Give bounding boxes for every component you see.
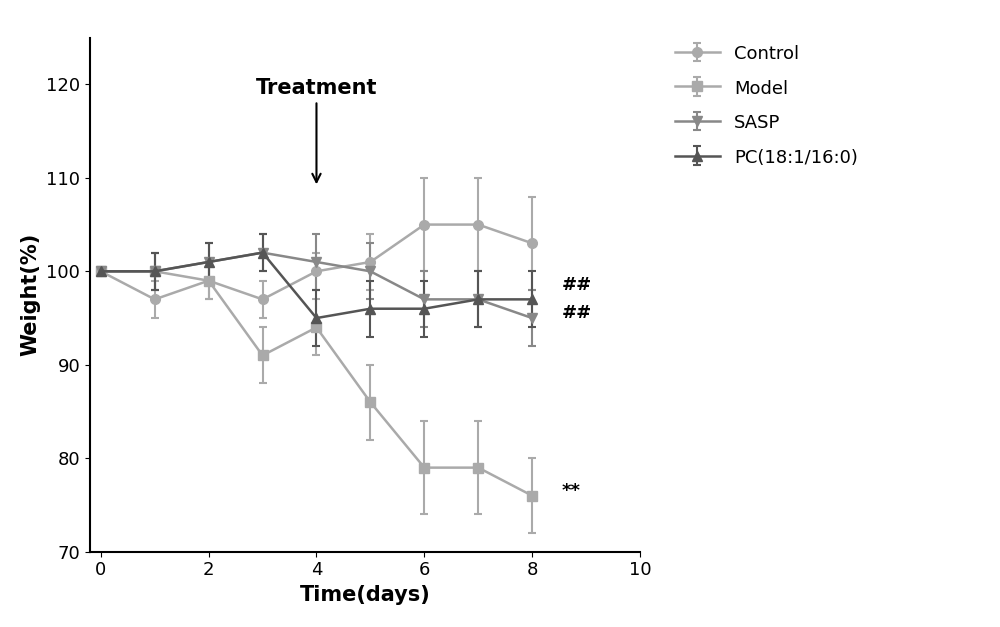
Text: ##: ## [562,304,592,322]
Y-axis label: Weight(%): Weight(%) [21,233,41,356]
Text: ##: ## [562,277,592,294]
Legend: Control, Model, SASP, PC(18:1/16:0): Control, Model, SASP, PC(18:1/16:0) [668,38,865,174]
Text: Treatment: Treatment [256,78,377,182]
X-axis label: Time(days): Time(days) [300,585,430,605]
Text: **: ** [562,482,581,500]
